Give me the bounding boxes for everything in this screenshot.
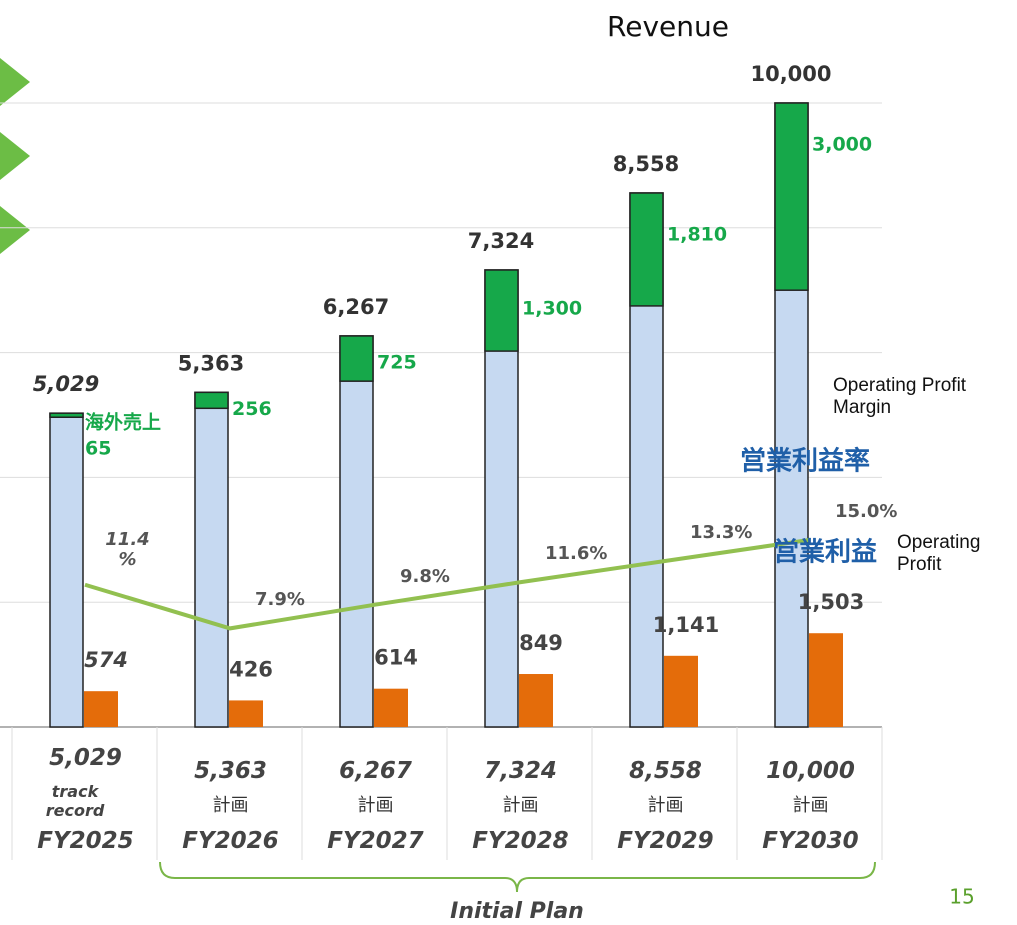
x-tick-label: FY2029	[617, 828, 714, 854]
revenue-label: 5,363	[178, 351, 244, 375]
table-amount: 7,324	[484, 758, 557, 784]
profit-bar	[374, 688, 408, 727]
profit-bar	[84, 691, 118, 727]
revenue-label: 7,324	[468, 229, 534, 253]
chart-title: Revenue	[607, 10, 729, 43]
margin-line	[84, 537, 811, 631]
revenue-label: 8,558	[613, 152, 679, 176]
table-amount: 6,267	[339, 758, 412, 784]
profit-bar	[519, 674, 553, 727]
overseas-bar	[194, 391, 229, 410]
profit-label: 1,503	[798, 590, 864, 614]
overseas-bar	[774, 102, 809, 291]
table-sublabel: 計画	[792, 795, 829, 816]
profit-label: 574	[84, 648, 128, 672]
table-sublabel: 計画	[502, 795, 539, 816]
overseas-label: 256	[232, 398, 272, 420]
overseas-bar	[339, 335, 374, 382]
profit-bar	[809, 633, 843, 727]
margin-name-en: Operating Profit Margin	[833, 375, 967, 418]
table-sublabel: 計画	[647, 795, 684, 816]
revenue-label: 6,267	[323, 295, 389, 319]
revenue-bar	[194, 391, 229, 728]
profit-label: 849	[519, 631, 563, 655]
revenue-label: 10,000	[750, 62, 831, 86]
profit-label: 426	[229, 657, 273, 681]
arrow	[0, 132, 30, 180]
overseas-label: 1,810	[667, 223, 727, 245]
arrow	[0, 58, 30, 106]
profit-name-en: Operating Profit	[897, 532, 981, 575]
revenue-bar	[339, 335, 374, 728]
arrow	[0, 206, 30, 254]
margin-label: 15.0%	[835, 500, 898, 522]
x-tick-label: FY2025	[37, 828, 134, 854]
profit-bar	[664, 655, 698, 727]
revenue-bar	[49, 412, 84, 728]
margin-label: 7.9%	[255, 589, 305, 611]
table-amount: 5,029	[49, 745, 122, 771]
profit-label: 1,141	[653, 613, 719, 637]
page-number: 15	[949, 885, 974, 909]
x-tick-label: FY2030	[762, 828, 859, 854]
table-amount: 5,363	[194, 758, 267, 784]
annotation: Initial Plan	[450, 899, 584, 924]
profit-label: 614	[374, 646, 418, 670]
table-amount: 8,558	[629, 758, 702, 784]
brace	[159, 861, 876, 893]
overseas-label: 1,300	[522, 298, 582, 320]
table-sublabel: 計画	[357, 795, 394, 816]
x-tick-label: FY2026	[182, 828, 279, 854]
margin-label: 13.3%	[690, 522, 753, 544]
profit-bar	[229, 700, 263, 727]
overseas-bar	[629, 192, 664, 307]
table-amount: 10,000	[766, 758, 855, 784]
overseas-label: 725	[377, 352, 417, 374]
x-tick-label: FY2028	[472, 828, 569, 854]
x-tick-label: FY2027	[327, 828, 424, 854]
margin-label: 9.8%	[400, 565, 450, 587]
margin-label: 11.4 %	[105, 528, 150, 571]
revenue-label: 5,029	[33, 372, 99, 396]
margin-label: 11.6%	[545, 543, 608, 565]
overseas-name: 海外売上	[85, 411, 161, 434]
overseas-label: 3,000	[812, 134, 872, 156]
table-sublabel: 計画	[212, 795, 249, 816]
profit-name: 営業利益	[773, 538, 877, 568]
overseas-bar	[49, 412, 84, 418]
table-sublabel: track record	[45, 782, 105, 821]
overseas-bar	[484, 269, 519, 352]
margin-name: 営業利益率	[740, 446, 870, 477]
overseas-label: 65	[85, 438, 111, 460]
